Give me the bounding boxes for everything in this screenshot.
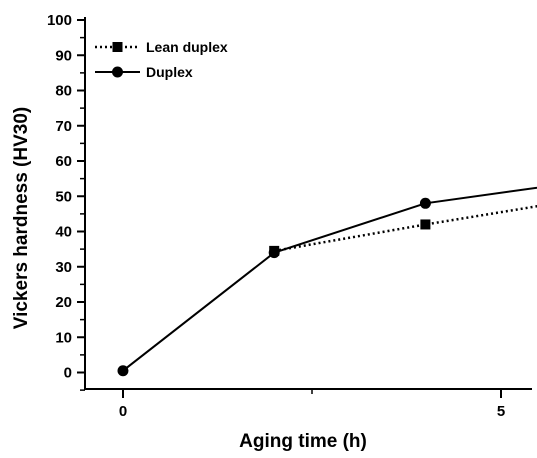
- y-tick-label: 60: [55, 153, 72, 170]
- duplex-point: [117, 365, 129, 377]
- lean-duplex-series-line: [273, 205, 537, 253]
- y-tick-label: 0: [64, 365, 72, 382]
- y-tick-label: 10: [55, 329, 72, 346]
- y-tick-label: 30: [55, 259, 72, 276]
- duplex-point: [419, 197, 431, 209]
- duplex-legend-marker: [112, 66, 123, 78]
- y-tick-label: 20: [55, 294, 72, 311]
- y-axis-title: Vickers hardness (HV30): [11, 107, 32, 330]
- lean-duplex-legend-marker: [112, 42, 123, 52]
- duplex-legend-label: Duplex: [146, 64, 193, 80]
- y-tick-label: 90: [55, 47, 72, 64]
- lean-duplex-point: [420, 219, 431, 230]
- y-tick-label: 80: [55, 83, 72, 100]
- duplex-point: [268, 247, 280, 259]
- duplex-series-line: [122, 186, 537, 372]
- axes: 01020304050607080901000510152025: [47, 12, 532, 420]
- x-axis-title: Aging time (h): [239, 431, 367, 452]
- x-tick-label: 0: [119, 403, 127, 420]
- x-tick-label: 5: [497, 403, 505, 420]
- y-tick-label: 40: [55, 224, 72, 241]
- legend: Lean duplex Duplex: [95, 39, 228, 80]
- lean-duplex-legend-label: Lean duplex: [146, 39, 228, 55]
- y-tick-label: 100: [47, 12, 72, 29]
- y-tick-label: 50: [55, 188, 72, 205]
- plot-area: [117, 186, 537, 377]
- y-tick-label: 70: [55, 118, 72, 135]
